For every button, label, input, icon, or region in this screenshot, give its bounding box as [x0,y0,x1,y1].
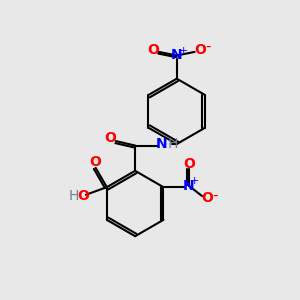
Text: O: O [147,43,159,56]
Text: O: O [104,131,116,145]
Text: H: H [68,189,79,203]
Text: +: + [178,46,188,56]
Text: -: - [212,188,217,203]
Text: O: O [194,43,206,56]
Text: N: N [183,179,194,193]
Text: O: O [77,189,89,203]
Text: H: H [168,137,178,151]
Text: N: N [156,137,168,151]
Text: N: N [171,49,183,62]
Text: O: O [90,155,102,170]
Text: O: O [202,191,213,206]
Text: O: O [183,157,195,171]
Text: -: - [205,39,211,54]
Text: +: + [190,176,199,186]
